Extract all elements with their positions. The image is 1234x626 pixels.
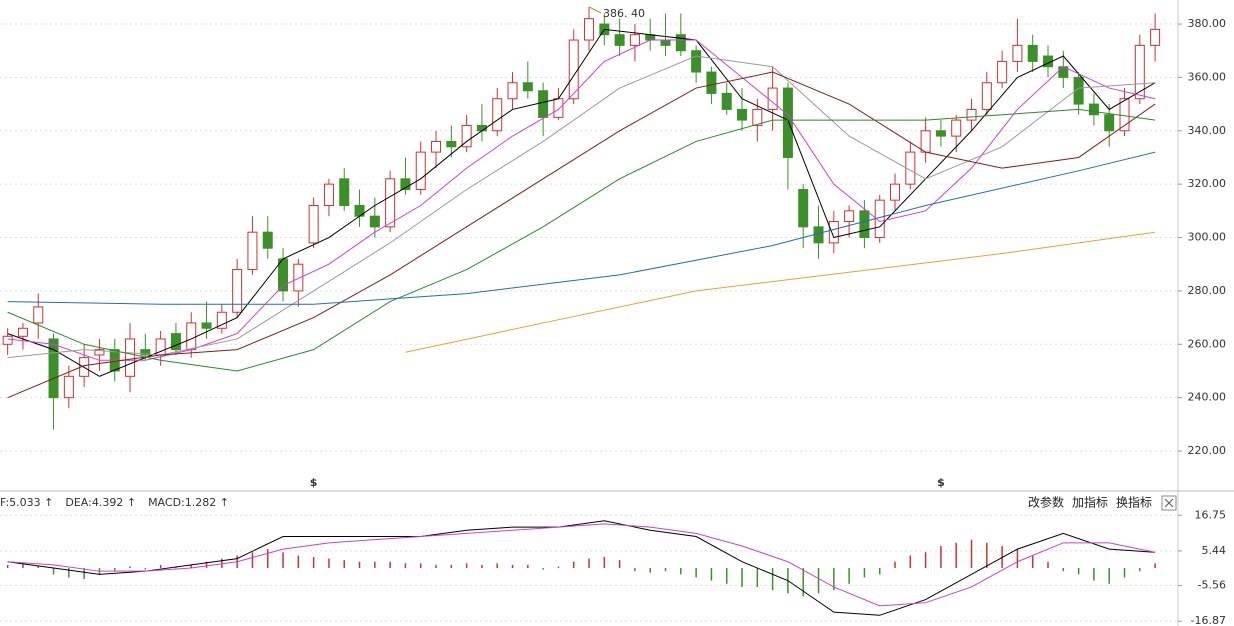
- moving-average: [7, 151, 1156, 305]
- candle-body: [48, 338, 59, 399]
- annotation-arrow: [588, 6, 602, 14]
- y-tick-label: 300.00: [1188, 231, 1227, 244]
- indicator-label: DEA:4.392 ↑: [65, 496, 136, 509]
- indicator-label: F:5.033 ↑: [0, 496, 53, 509]
- candle-body: [323, 183, 334, 207]
- macd-line: [7, 523, 1156, 607]
- y-tick-label: -5.56: [1198, 579, 1226, 592]
- signal-marker: $: [310, 476, 318, 489]
- candle-body: [431, 140, 442, 153]
- candle-body: [966, 108, 977, 121]
- candle-body: [706, 71, 717, 94]
- candle-body: [1027, 44, 1038, 62]
- moving-average: [7, 55, 1156, 359]
- candle-body: [201, 322, 212, 329]
- indicator-label: MACD:1.282 ↑: [148, 496, 229, 509]
- y-tick-label: 260.00: [1188, 337, 1227, 350]
- candle-body: [1073, 76, 1084, 105]
- macd-line: [7, 520, 1156, 616]
- y-tick-label: 340.00: [1188, 124, 1227, 137]
- candle-body: [629, 34, 640, 46]
- candle-body: [1150, 28, 1161, 46]
- candle-body: [33, 306, 44, 324]
- candle-body: [660, 39, 671, 46]
- candle-body: [691, 50, 702, 73]
- signal-marker: $: [937, 476, 945, 489]
- candle-body: [844, 210, 855, 223]
- candle-body: [675, 34, 686, 52]
- moving-average: [7, 108, 1156, 372]
- candle-body: [262, 231, 273, 249]
- moving-average: [7, 71, 1156, 399]
- candle-body: [63, 375, 74, 399]
- y-tick-label: 240.00: [1188, 391, 1227, 404]
- y-tick-label: 280.00: [1188, 284, 1227, 297]
- candle-body: [737, 108, 748, 121]
- candle-body: [94, 349, 105, 356]
- candle-body: [828, 221, 839, 244]
- candle-body: [614, 34, 625, 46]
- y-tick-label: 320.00: [1188, 177, 1227, 190]
- y-tick-label: 220.00: [1188, 444, 1227, 457]
- candle-body: [2, 335, 13, 345]
- candle-body: [308, 205, 319, 244]
- candle-body: [1088, 103, 1099, 116]
- candle-body: [140, 349, 151, 356]
- close-icon[interactable]: [1164, 498, 1174, 508]
- candle-body: [293, 263, 304, 292]
- candle-body: [981, 82, 992, 110]
- candle-body: [935, 130, 946, 137]
- moving-average: [7, 28, 1156, 377]
- candle-body: [170, 333, 181, 351]
- candle-body: [415, 151, 426, 190]
- candle-body: [1012, 44, 1023, 62]
- candle-body: [767, 87, 778, 110]
- candle-body: [216, 311, 227, 329]
- toolbar-button[interactable]: 换指标: [1116, 495, 1152, 510]
- candle-body: [369, 215, 380, 228]
- moving-average: [405, 231, 1156, 353]
- candle-body: [492, 98, 503, 132]
- candle-body: [17, 327, 28, 337]
- toolbar-button[interactable]: 改参数: [1028, 495, 1064, 510]
- candle-body: [752, 108, 763, 126]
- candle-body: [721, 92, 732, 110]
- candle-body: [584, 18, 595, 41]
- candle-body: [522, 82, 533, 92]
- toolbar-button[interactable]: 加指标: [1072, 495, 1108, 510]
- candle-body: [186, 322, 197, 351]
- candle-body: [385, 178, 396, 228]
- candle-body: [798, 188, 809, 228]
- candle-body: [1134, 44, 1145, 100]
- candle-body: [461, 124, 472, 148]
- candle-body: [1104, 114, 1115, 132]
- y-tick-label: 16.75: [1195, 508, 1227, 521]
- candle-body: [859, 210, 870, 239]
- y-tick-label: -16.87: [1191, 614, 1226, 626]
- candle-body: [538, 90, 549, 118]
- candle-body: [782, 87, 793, 158]
- candle-body: [890, 183, 901, 201]
- candle-body: [951, 119, 962, 137]
- y-tick-label: 380.00: [1188, 17, 1227, 30]
- candle-body: [400, 178, 411, 190]
- candle-body: [553, 98, 564, 118]
- annotation-label: 386. 40: [603, 7, 645, 20]
- candle-body: [232, 269, 243, 313]
- candle-body: [125, 338, 136, 377]
- candle-body: [997, 60, 1008, 84]
- y-tick-label: 360.00: [1188, 70, 1227, 83]
- candle-body: [920, 130, 931, 153]
- candle-body: [507, 82, 518, 100]
- candle-body: [247, 231, 258, 271]
- candle-body: [339, 178, 350, 207]
- candle-body: [446, 140, 457, 148]
- y-tick-label: 5.44: [1202, 544, 1227, 557]
